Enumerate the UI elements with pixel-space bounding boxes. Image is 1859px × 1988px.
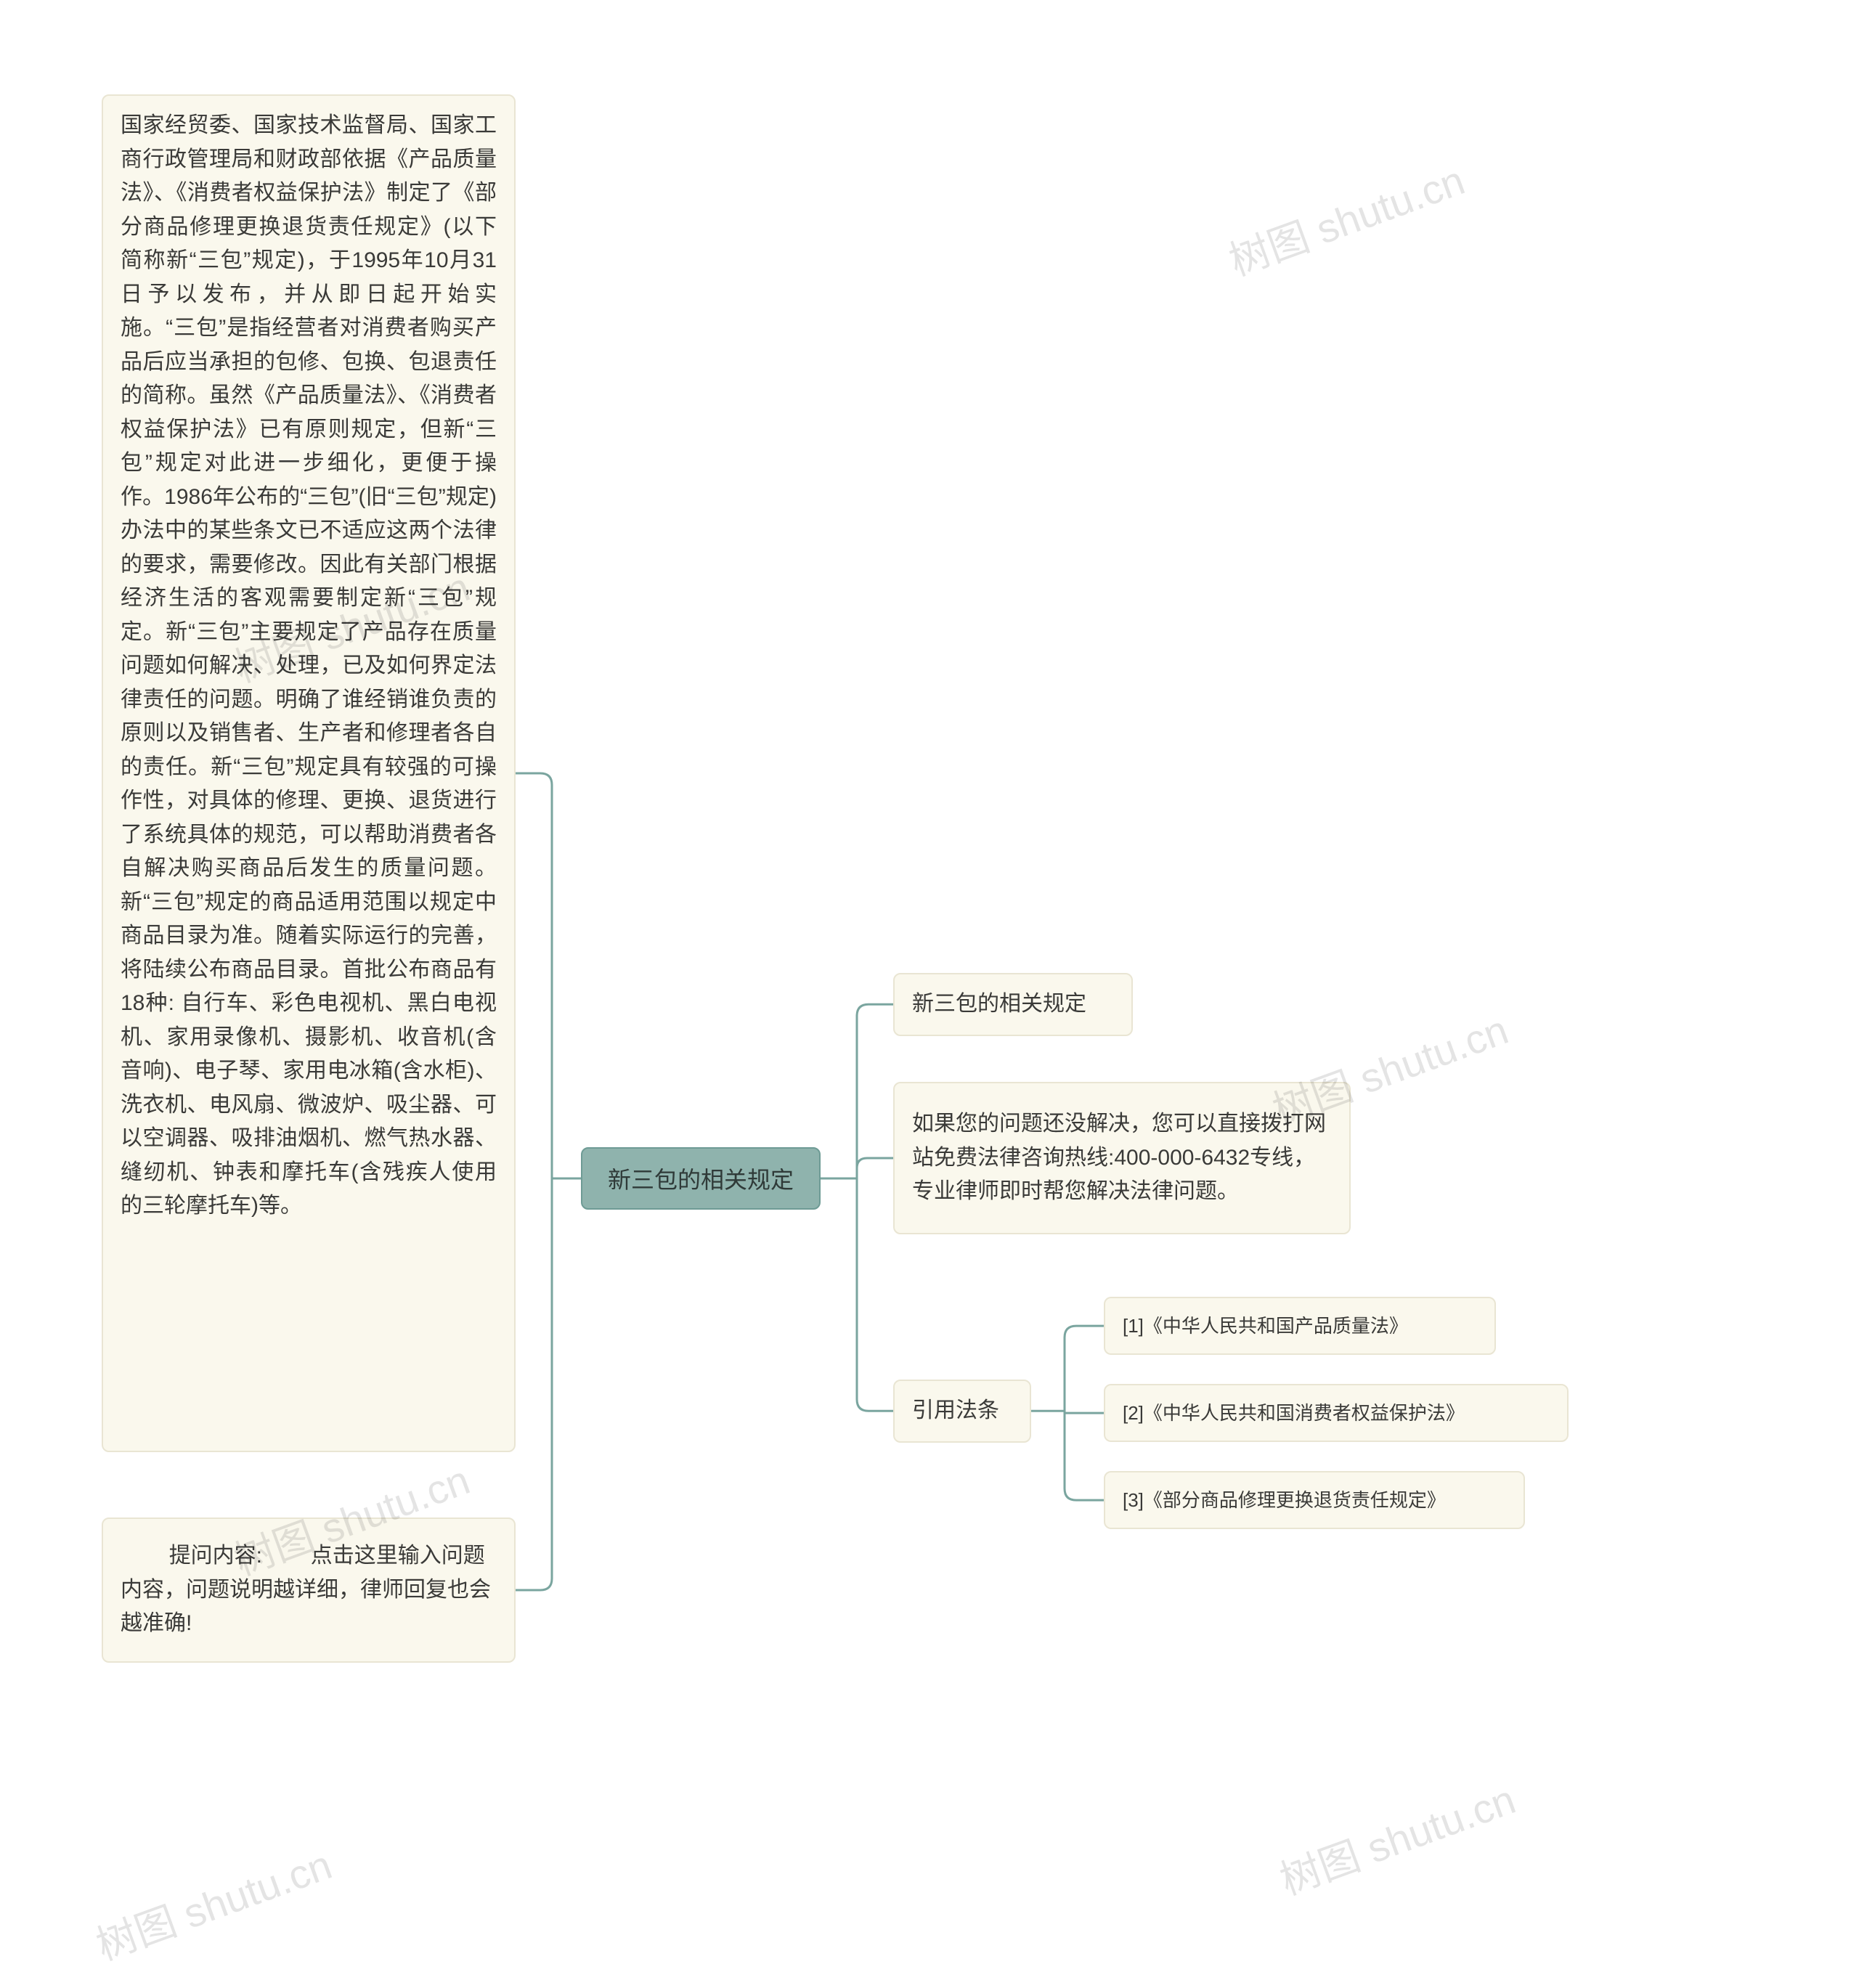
watermark: 树图 shutu.cn bbox=[87, 1833, 339, 1972]
right-node-hotline-text: 如果您的问题还没解决，您可以直接拨打网站免费法律咨询热线:400-000-643… bbox=[912, 1107, 1332, 1209]
watermark: 树图 shutu.cn bbox=[1220, 148, 1472, 288]
ask-box: 提问内容: 点击这里输入问题内容，问题说明越详细，律师回复也会越准确! bbox=[102, 1518, 516, 1663]
mindmap-canvas: 新三包的相关规定 国家经贸委、国家技术监督局、国家工商行政管理局和财政部依据《产… bbox=[0, 0, 1859, 1988]
right-node-hotline: 如果您的问题还没解决，您可以直接拨打网站免费法律咨询热线:400-000-643… bbox=[893, 1082, 1351, 1234]
law-ref-1: [1]《中华人民共和国产品质量法》 bbox=[1104, 1297, 1496, 1355]
right-node-laws: 引用法条 bbox=[893, 1380, 1031, 1443]
right-node-laws-text: 引用法条 bbox=[912, 1394, 999, 1428]
law-ref-3-text: [3]《部分商品修理更换退货责任规定》 bbox=[1123, 1486, 1446, 1515]
law-ref-1-text: [1]《中华人民共和国产品质量法》 bbox=[1123, 1311, 1408, 1340]
law-ref-3: [3]《部分商品修理更换退货责任规定》 bbox=[1104, 1471, 1525, 1529]
right-node-title: 新三包的相关规定 bbox=[893, 973, 1133, 1036]
law-ref-2-text: [2]《中华人民共和国消费者权益保护法》 bbox=[1123, 1398, 1465, 1427]
background-text: 国家经贸委、国家技术监督局、国家工商行政管理局和财政部依据《产品质量法》、《消费… bbox=[121, 109, 497, 1223]
center-label: 新三包的相关规定 bbox=[608, 1162, 794, 1195]
ask-text: 提问内容: 点击这里输入问题内容，问题说明越详细，律师回复也会越准确! bbox=[121, 1539, 497, 1641]
watermark: 树图 shutu.cn bbox=[1271, 1767, 1523, 1907]
law-ref-2: [2]《中华人民共和国消费者权益保护法》 bbox=[1104, 1384, 1569, 1442]
background-text-block: 国家经贸委、国家技术监督局、国家工商行政管理局和财政部依据《产品质量法》、《消费… bbox=[102, 94, 516, 1452]
right-node-title-text: 新三包的相关规定 bbox=[912, 987, 1086, 1022]
center-node: 新三包的相关规定 bbox=[581, 1147, 821, 1210]
